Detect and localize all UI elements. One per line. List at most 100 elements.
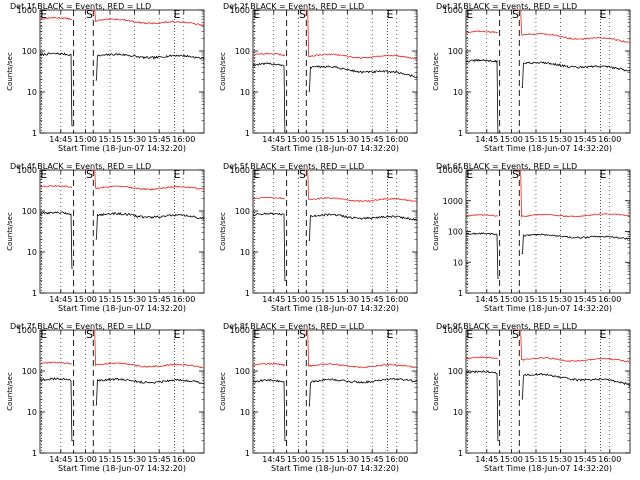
x-tick-label: 15:15: [98, 455, 121, 464]
panel-svg: Det 4f BLACK = Events, RED = LLD 1 10 100 10…: [6, 162, 205, 313]
x-tick-label: 15:00: [500, 455, 523, 464]
y-tick-label: 100: [448, 367, 463, 376]
panel-svg: Det 6f BLACK = Events, RED = LLD 1 10 100 10…: [432, 162, 631, 313]
panel-title: Det 6f BLACK = Events, RED = LLD: [436, 162, 577, 171]
y-tick-label: 1000: [443, 6, 463, 15]
y-axis-label: Counts/sec: [219, 212, 227, 251]
x-tick-label: 15:30: [549, 295, 572, 304]
marker-s: S: [512, 168, 519, 181]
lld-series-line: [39, 169, 205, 191]
y-tick-label: 1: [245, 129, 250, 138]
y-tick-label: 10: [240, 88, 250, 97]
y-tick-label: 1: [458, 129, 463, 138]
x-axis-label: Start Time (18-Jun-07 14:32:20): [58, 144, 186, 153]
events-series-line: [252, 377, 418, 442]
x-tick-label: 15:45: [148, 455, 171, 464]
x-tick-label: 15:00: [500, 295, 523, 304]
marker-e-start: E: [40, 168, 47, 181]
x-axis-label: Start Time (18-Jun-07 14:32:20): [484, 304, 612, 313]
y-tick-label: 100: [22, 47, 37, 56]
y-tick-label: 1000: [443, 326, 463, 335]
x-tick-label: 15:15: [524, 455, 547, 464]
marker-s: S: [299, 328, 306, 341]
y-tick-label: 1000: [17, 6, 37, 15]
x-tick-label: 14:45: [262, 295, 285, 304]
events-series-line: [40, 211, 205, 269]
x-tick-label: 14:45: [475, 135, 498, 144]
y-tick-label: 10: [27, 248, 37, 257]
plot-frame: [465, 329, 631, 454]
marker-e-end: E: [386, 168, 393, 181]
events-series-line: [39, 377, 204, 442]
y-tick-label: 10: [453, 258, 463, 267]
y-tick-label: 1: [245, 289, 250, 298]
y-tick-label: 1000: [230, 326, 250, 335]
x-tick-label: 14:45: [49, 135, 72, 144]
marker-s: S: [86, 168, 93, 181]
detector-panel-1: Det 1f BLACK = Events, RED = LLD 1 10 100 10…: [0, 0, 213, 160]
detector-panel-3: Det 3f BLACK = Events, RED = LLD 1 10 100 10…: [426, 0, 639, 160]
y-tick-label: 10: [27, 88, 37, 97]
y-tick-label: 10000: [438, 166, 463, 175]
marker-e-end: E: [173, 8, 180, 21]
x-tick-label: 14:45: [262, 455, 285, 464]
plot-frame: [465, 169, 631, 294]
y-axis-label: Counts/sec: [219, 372, 227, 411]
x-tick-label: 16:00: [172, 455, 195, 464]
marker-s: S: [299, 168, 306, 181]
events-series-line: [465, 369, 631, 442]
y-tick-label: 10: [240, 248, 250, 257]
x-tick-label: 14:45: [49, 295, 72, 304]
x-tick-label: 15:45: [574, 135, 597, 144]
y-tick-label: 10: [453, 408, 463, 417]
x-axis-label: Start Time (18-Jun-07 14:32:20): [271, 144, 399, 153]
x-tick-label: 15:45: [361, 295, 384, 304]
plot-frame: [39, 169, 205, 294]
y-tick-label: 1: [458, 449, 463, 458]
panel-title: Det 9f BLACK = Events, RED = LLD: [436, 322, 577, 331]
y-tick-label: 10: [27, 408, 37, 417]
x-tick-label: 14:45: [475, 295, 498, 304]
x-tick-label: 15:30: [336, 455, 359, 464]
x-tick-label: 14:45: [49, 455, 72, 464]
y-axis-label: Counts/sec: [432, 52, 440, 91]
y-tick-label: 100: [235, 47, 250, 56]
panel-title: Det 2f BLACK = Events, RED = LLD: [223, 2, 364, 11]
detector-panel-6: Det 6f BLACK = Events, RED = LLD 1 10 100 10…: [426, 160, 639, 320]
marker-s: S: [299, 8, 306, 21]
detector-panel-7: Det 7f BLACK = Events, RED = LLD 1 10 100 10…: [0, 320, 213, 480]
x-tick-label: 15:30: [549, 135, 572, 144]
events-series-line: [39, 52, 205, 127]
marker-e-start: E: [466, 8, 473, 21]
x-tick-label: 15:45: [361, 455, 384, 464]
y-tick-label: 100: [235, 367, 250, 376]
plot-frame: [252, 9, 418, 134]
plot-frame: [39, 9, 205, 134]
y-axis-label: Counts/sec: [432, 372, 440, 411]
x-tick-label: 15:15: [524, 295, 547, 304]
marker-s: S: [512, 8, 519, 21]
lld-series-line: [252, 169, 418, 203]
detector-panel-5: Det 5f BLACK = Events, RED = LLD 1 10 100 10…: [213, 160, 426, 320]
panel-svg: Det 9f BLACK = Events, RED = LLD 1 10 100 10…: [432, 322, 631, 473]
plot-frame: [39, 329, 205, 454]
marker-e-start: E: [253, 8, 260, 21]
marker-e-end: E: [599, 168, 606, 181]
lld-series-line: [465, 329, 631, 364]
x-tick-label: 16:00: [598, 135, 621, 144]
x-tick-label: 15:45: [148, 295, 171, 304]
plot-frame: [252, 169, 418, 294]
x-tick-label: 16:00: [385, 295, 408, 304]
lld-series-line: [39, 9, 205, 27]
marker-e-start: E: [40, 328, 47, 341]
events-series-line: [465, 58, 631, 134]
lld-series-line: [39, 329, 205, 369]
x-tick-label: 14:45: [262, 135, 285, 144]
y-tick-label: 1000: [230, 166, 250, 175]
marker-e-end: E: [386, 8, 393, 21]
panel-title: Det 3f BLACK = Events, RED = LLD: [436, 2, 577, 11]
x-tick-label: 15:15: [98, 135, 121, 144]
lld-series-line: [252, 329, 418, 369]
x-tick-label: 15:15: [311, 455, 334, 464]
